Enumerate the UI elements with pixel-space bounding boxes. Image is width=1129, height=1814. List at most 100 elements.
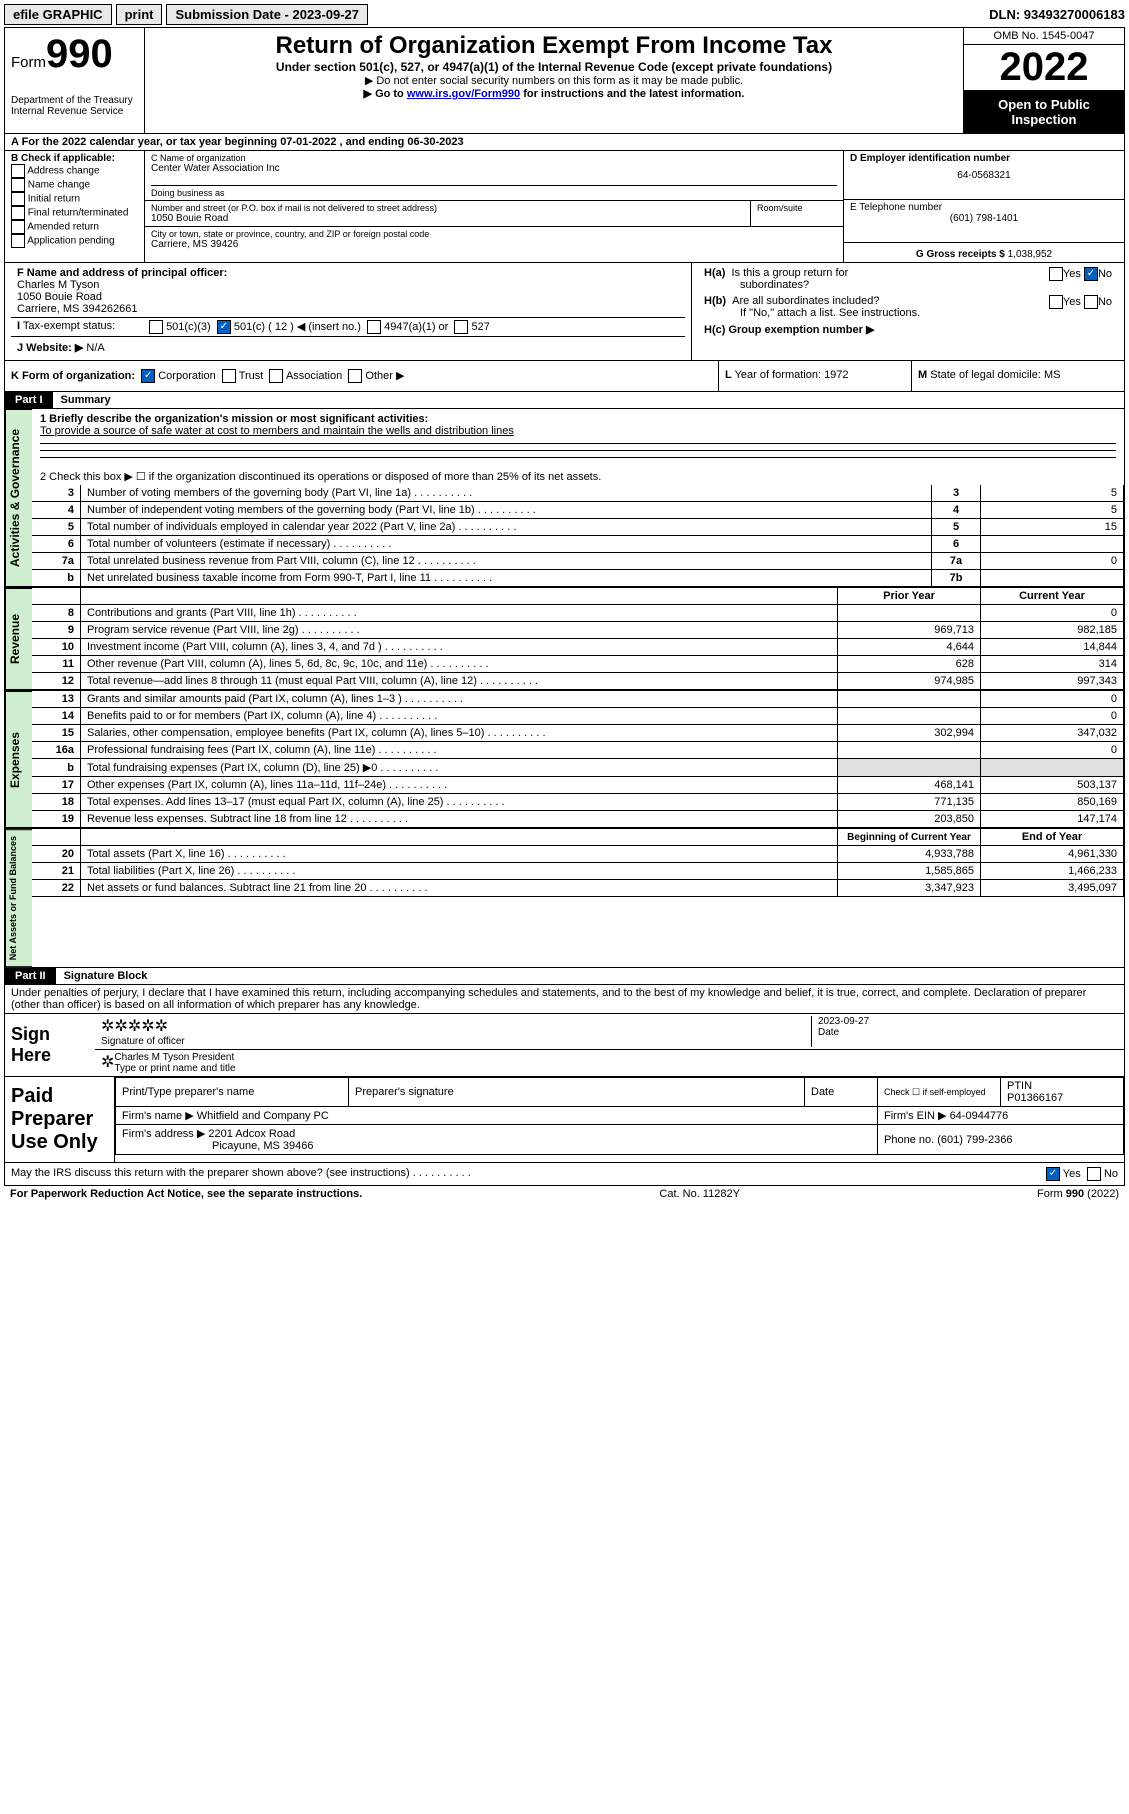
officer-addr1: 1050 Bouie Road [17, 291, 102, 303]
addr-label: Number and street (or P.O. box if mail i… [151, 203, 744, 213]
f-label: F Name and address of principal officer: [17, 267, 227, 279]
table-row: bNet unrelated business taxable income f… [32, 570, 1124, 587]
dept-treasury: Department of the Treasury [11, 95, 138, 106]
preparer-table: Print/Type preparer's name Preparer's si… [115, 1077, 1124, 1155]
section-b-checklist: B Check if applicable: Address change Na… [5, 151, 145, 262]
efile-button[interactable]: efile GRAPHIC [4, 4, 112, 25]
table-row: 22Net assets or fund balances. Subtract … [32, 880, 1124, 897]
print-button[interactable]: print [116, 4, 163, 25]
sign-here-label: Sign Here [5, 1014, 95, 1076]
officer-addr2: Carriere, MS 394262661 [17, 303, 137, 315]
irs-link[interactable]: www.irs.gov/Form990 [407, 88, 520, 100]
officer-sig-name: Charles M Tyson President [114, 1052, 235, 1063]
tax-year: 2022 [964, 45, 1124, 91]
ck-name-change[interactable]: Name change [11, 178, 138, 192]
table-row: 17Other expenses (Part IX, column (A), l… [32, 777, 1124, 794]
irs-label: Internal Revenue Service [11, 106, 138, 117]
form-number: Form990 [11, 32, 138, 77]
paid-preparer-label: Paid Preparer Use Only [5, 1077, 115, 1162]
line1-label: 1 Briefly describe the organization's mi… [40, 413, 428, 425]
net-assets-table: Beginning of Current Year End of Year 20… [32, 829, 1124, 897]
ssn-warning: ▶ Do not enter social security numbers o… [151, 74, 957, 87]
cat-no: Cat. No. 11282Y [659, 1188, 740, 1200]
firm-addr2: Picayune, MS 39466 [122, 1140, 314, 1152]
table-row: 3Number of voting members of the governi… [32, 485, 1124, 502]
firm-name: Whitfield and Company PC [197, 1110, 329, 1122]
table-row: 14Benefits paid to or for members (Part … [32, 708, 1124, 725]
tab-revenue: Revenue [5, 588, 32, 690]
tab-expenses: Expenses [5, 691, 32, 828]
perjury-declaration: Under penalties of perjury, I declare th… [5, 985, 1124, 1013]
table-row: 20Total assets (Part X, line 16)4,933,78… [32, 846, 1124, 863]
mission-text: To provide a source of safe water at cos… [40, 425, 514, 437]
ck-501c[interactable] [217, 320, 231, 334]
table-row: 10Investment income (Part VIII, column (… [32, 639, 1124, 656]
tab-governance: Activities & Governance [5, 409, 32, 587]
form-header: Form990 Department of the Treasury Inter… [4, 27, 1125, 134]
omb-number: OMB No. 1545-0047 [964, 28, 1124, 45]
firm-addr1: 2201 Adcox Road [208, 1128, 295, 1140]
paperwork-notice: For Paperwork Reduction Act Notice, see … [10, 1188, 362, 1200]
form-subtitle: Under section 501(c), 527, or 4947(a)(1)… [151, 60, 957, 74]
ck-ha-no[interactable] [1084, 267, 1098, 281]
ck-corp[interactable] [141, 369, 155, 383]
c-label: C Name of organization [151, 153, 837, 163]
sig-date: 2023-09-27 [818, 1016, 1118, 1027]
governance-table: 3Number of voting members of the governi… [32, 485, 1124, 587]
org-name: Center Water Association Inc [151, 163, 837, 174]
table-row: 6Total number of volunteers (estimate if… [32, 536, 1124, 553]
table-row: 8Contributions and grants (Part VIII, li… [32, 605, 1124, 622]
table-row: 16aProfessional fundraising fees (Part I… [32, 742, 1124, 759]
ck-discuss-yes[interactable] [1046, 1167, 1060, 1181]
ptin: P01366167 [1007, 1092, 1063, 1104]
phone: (601) 798-1401 [850, 213, 1118, 224]
dba-label: Doing business as [151, 185, 837, 198]
website: N/A [86, 342, 104, 354]
table-row: 11Other revenue (Part VIII, column (A), … [32, 656, 1124, 673]
instructions-link-row: ▶ Go to www.irs.gov/Form990 for instruct… [151, 87, 957, 100]
state-domicile: M State of legal domicile: MS [912, 361, 1124, 391]
table-row: 19Revenue less expenses. Subtract line 1… [32, 811, 1124, 828]
form-title: Return of Organization Exempt From Incom… [151, 32, 957, 60]
table-row: 4Number of independent voting members of… [32, 502, 1124, 519]
part1-header: Part I [5, 392, 53, 408]
firm-ein: 64-0944776 [950, 1110, 1009, 1122]
revenue-table: Prior Year Current Year 8Contributions a… [32, 588, 1124, 690]
table-row: 12Total revenue—add lines 8 through 11 (… [32, 673, 1124, 690]
open-to-public: Open to Public Inspection [964, 91, 1124, 133]
e-label: E Telephone number [850, 202, 1118, 213]
table-row: 5Total number of individuals employed in… [32, 519, 1124, 536]
table-row: 18Total expenses. Add lines 13–17 (must … [32, 794, 1124, 811]
table-row: 13Grants and similar amounts paid (Part … [32, 691, 1124, 708]
ck-address-change[interactable]: Address change [11, 164, 138, 178]
j-label: J Website: ▶ [17, 342, 83, 354]
part2-title: Signature Block [56, 970, 148, 982]
form-ref: Form 990 (2022) [1037, 1188, 1119, 1200]
ck-amended[interactable]: Amended return [11, 220, 138, 234]
line2: 2 Check this box ▶ ☐ if the organization… [32, 468, 1124, 485]
room-suite-label: Room/suite [750, 201, 843, 226]
year-formation: L Year of formation: 1972 [719, 361, 912, 391]
ck-final-return[interactable]: Final return/terminated [11, 206, 138, 220]
tab-net-assets: Net Assets or Fund Balances [5, 829, 32, 967]
may-irs-discuss: May the IRS discuss this return with the… [11, 1167, 471, 1181]
city-state-zip: Carriere, MS 39426 [151, 239, 837, 250]
ein: 64-0568321 [850, 170, 1118, 181]
street-address: 1050 Bouie Road [151, 213, 744, 224]
table-row: 7aTotal unrelated business revenue from … [32, 553, 1124, 570]
table-row: 9Program service revenue (Part VIII, lin… [32, 622, 1124, 639]
ck-initial-return[interactable]: Initial return [11, 192, 138, 206]
firm-phone: (601) 799-2366 [937, 1134, 1012, 1146]
ck-app-pending[interactable]: Application pending [11, 234, 138, 248]
expenses-table: 13Grants and similar amounts paid (Part … [32, 691, 1124, 828]
table-row: 15Salaries, other compensation, employee… [32, 725, 1124, 742]
g-label: G Gross receipts $ [916, 249, 1005, 260]
submission-date: Submission Date - 2023-09-27 [166, 4, 368, 25]
table-row: 21Total liabilities (Part X, line 26)1,5… [32, 863, 1124, 880]
top-toolbar: efile GRAPHIC print Submission Date - 20… [4, 4, 1125, 25]
hc-label: H(c) Group exemption number ▶ [704, 324, 874, 336]
gross-receipts: 1,038,952 [1008, 249, 1053, 260]
part1-title: Summary [53, 394, 111, 406]
table-row: bTotal fundraising expenses (Part IX, co… [32, 759, 1124, 777]
officer-name: Charles M Tyson [17, 279, 99, 291]
